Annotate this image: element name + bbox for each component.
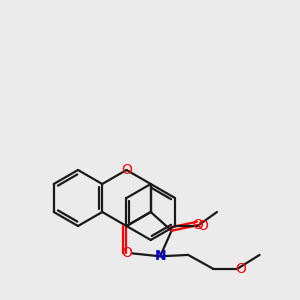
Text: O: O <box>197 219 208 233</box>
Text: O: O <box>236 262 247 276</box>
Text: O: O <box>192 218 203 232</box>
Text: O: O <box>121 246 132 260</box>
Text: O: O <box>121 163 132 177</box>
Text: N: N <box>154 249 166 263</box>
